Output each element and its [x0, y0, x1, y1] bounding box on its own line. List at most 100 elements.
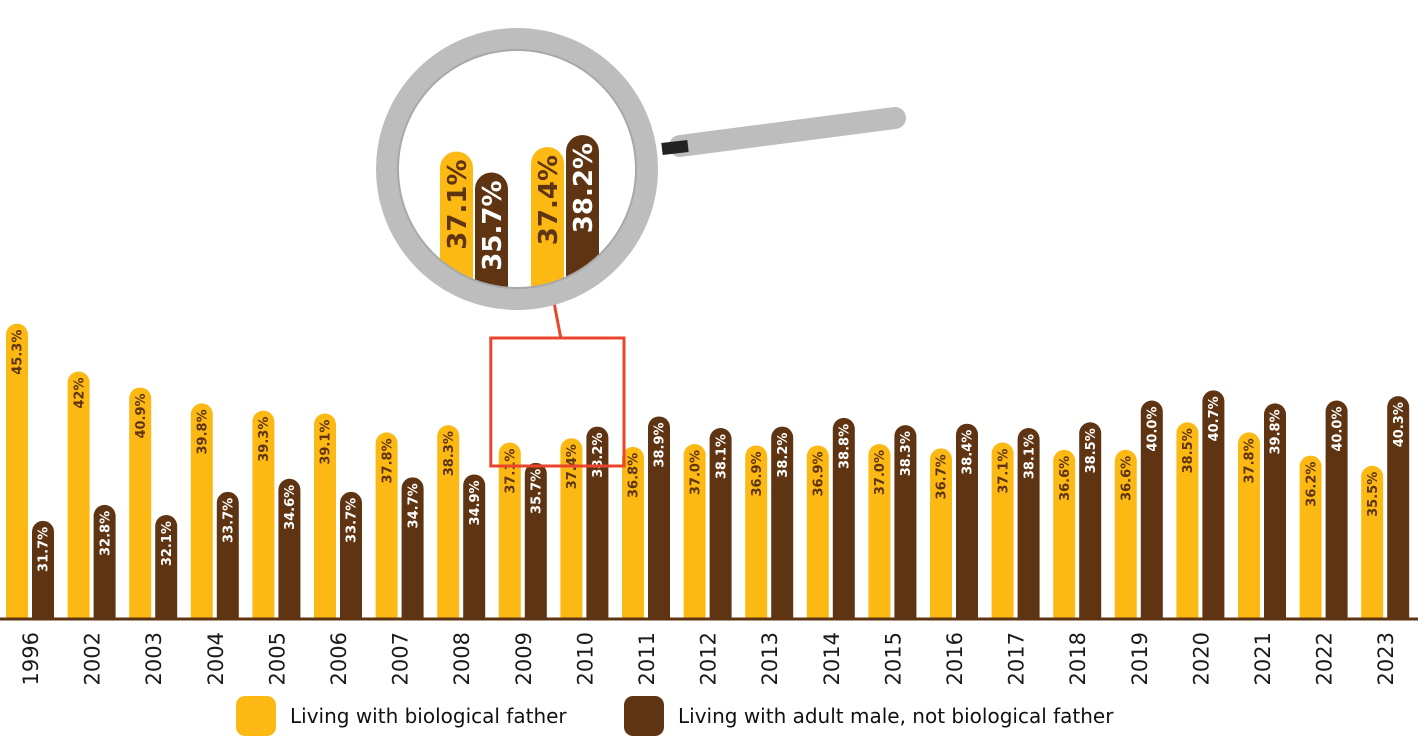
bar-biological-father-2010: [560, 438, 583, 618]
x-tick-label-2017: 2017: [1005, 632, 1029, 685]
bar-adult-male-2007: [401, 477, 424, 618]
bar-adult-male-2010: [586, 426, 609, 618]
bar-biological-father-2012: [683, 444, 706, 618]
bars-group: [6, 323, 1410, 618]
label-biological-father-2007: 37.8%: [380, 438, 395, 483]
bar-biological-father-1996: [6, 323, 28, 618]
label-adult-male-2023: 40.3%: [1392, 402, 1407, 447]
bar-adult-male-2014: [832, 417, 855, 618]
x-tick-label-2013: 2013: [758, 632, 782, 685]
bar-biological-father-2005: [252, 410, 275, 618]
x-tick-label-2003: 2003: [142, 632, 166, 685]
bar-biological-father-2021: [1238, 432, 1260, 618]
label-adult-male-2013: 38.2%: [776, 433, 791, 478]
legend-label-biological-father: Living with biological father: [290, 704, 567, 728]
bar-adult-male-2023: [1387, 396, 1410, 618]
bar-adult-male-2009: [524, 462, 547, 618]
label-adult-male-2003: 32.1%: [160, 521, 175, 566]
bar-biological-father-2002: [67, 371, 90, 618]
label-adult-male-2020: 40.7%: [1207, 396, 1222, 441]
bar-adult-male-2004: [216, 491, 239, 618]
bar-adult-male-2017: [1017, 428, 1040, 618]
bar-adult-male-2021: [1264, 403, 1286, 618]
bar-biological-father-2020: [1176, 422, 1199, 618]
bar-biological-father-2016: [930, 448, 952, 618]
x-tick-label-2008: 2008: [450, 632, 474, 685]
bar-adult-male-2022: [1325, 400, 1348, 618]
label-adult-male-2006: 33.7%: [345, 498, 360, 543]
label-adult-male-1996: 31.7%: [37, 527, 52, 572]
label-biological-father-2005: 39.3%: [257, 417, 272, 462]
label-adult-male-2015: 38.3%: [899, 431, 914, 476]
x-tick-label-2004: 2004: [204, 632, 228, 685]
magnifier-rim: [376, 28, 658, 310]
x-tick-label-2015: 2015: [881, 632, 905, 685]
legend-label-adult-male: Living with adult male, not biological f…: [678, 704, 1114, 728]
legend: Living with biological father Living wit…: [0, 696, 1418, 736]
bar-biological-father-2009: [498, 442, 521, 618]
label-biological-father-2018: 36.6%: [1058, 456, 1073, 501]
highlight-box: [489, 336, 626, 468]
label-adult-male-2004: 33.7%: [221, 498, 236, 543]
x-tick-label-2002: 2002: [81, 632, 105, 685]
label-biological-father-2006: 39.1%: [319, 420, 334, 465]
label-adult-male-2016: 38.4%: [961, 430, 976, 475]
bar-biological-father-2004: [190, 403, 213, 618]
x-tick-label-2023: 2023: [1374, 632, 1398, 685]
label-adult-male-2005: 34.6%: [283, 485, 298, 530]
label-adult-male-2021: 39.8%: [1269, 409, 1284, 454]
bar-adult-male-2020: [1202, 390, 1225, 618]
bar-adult-male-2018: [1079, 422, 1102, 618]
label-biological-father-2013: 36.9%: [750, 451, 765, 496]
x-tick-label-1996: 1996: [19, 632, 43, 685]
x-tick-label-2005: 2005: [265, 632, 289, 685]
x-tick-label-2009: 2009: [512, 632, 536, 685]
magnifier-handle: [669, 107, 906, 157]
x-tick-label-2010: 2010: [573, 632, 597, 685]
label-adult-male-2019: 40.0%: [1145, 407, 1160, 452]
zoom-bar-adult-male-2009-label: 35.7%: [478, 181, 508, 271]
label-adult-male-2014: 38.8%: [837, 424, 852, 469]
bar-biological-father-2007: [375, 432, 398, 618]
zoom-bar-biological-father-2009-label: 37.1%: [443, 160, 473, 250]
legend-swatch-adult-male: [624, 696, 664, 736]
x-tick-label-2019: 2019: [1128, 632, 1152, 685]
bar-adult-male-2016: [956, 423, 978, 618]
bar-biological-father-2015: [868, 444, 891, 618]
bar-adult-male-2003: [155, 515, 178, 618]
label-adult-male-2022: 40.0%: [1330, 407, 1345, 452]
bar-biological-father-2019: [1114, 449, 1137, 618]
magnifier: 37.1% 35.7% 37.4% 38.2%: [376, 28, 906, 310]
label-biological-father-2003: 40.9%: [134, 393, 149, 438]
label-adult-male-2011: 38.9%: [653, 422, 668, 467]
bar-biological-father-2008: [437, 425, 460, 618]
label-biological-father-2017: 37.1%: [996, 449, 1011, 494]
bar-adult-male-2013: [771, 426, 794, 618]
label-adult-male-2008: 34.9%: [468, 480, 483, 525]
x-tick-label-2007: 2007: [389, 632, 413, 685]
label-biological-father-2019: 36.6%: [1119, 456, 1134, 501]
label-biological-father-2012: 37.0%: [688, 450, 703, 495]
label-biological-father-2008: 38.3%: [442, 431, 457, 476]
bar-biological-father-2013: [745, 445, 768, 618]
x-tick-label-2012: 2012: [697, 632, 721, 685]
bar-biological-father-2011: [622, 446, 644, 618]
bar-biological-father-2022: [1299, 455, 1322, 618]
label-adult-male-2012: 38.1%: [714, 434, 729, 479]
label-adult-male-2010: 38.2%: [591, 433, 606, 478]
legend-item-biological-father: Living with biological father: [236, 696, 567, 736]
bar-adult-male-2006: [340, 491, 362, 618]
label-biological-father-2002: 42%: [72, 378, 87, 409]
magnifier-handle-collar: [661, 140, 689, 155]
label-biological-father-2021: 37.8%: [1243, 438, 1258, 483]
label-biological-father-2015: 37.0%: [873, 450, 888, 495]
label-adult-male-2017: 38.1%: [1022, 434, 1037, 479]
bar-adult-male-2012: [709, 428, 732, 618]
label-adult-male-2007: 34.7%: [406, 483, 421, 528]
label-biological-father-2004: 39.8%: [195, 409, 210, 454]
x-tick-label-2018: 2018: [1066, 632, 1090, 685]
bar-adult-male-2015: [894, 425, 917, 618]
bar-biological-father-2017: [991, 442, 1014, 618]
label-adult-male-2002: 32.8%: [98, 511, 113, 556]
